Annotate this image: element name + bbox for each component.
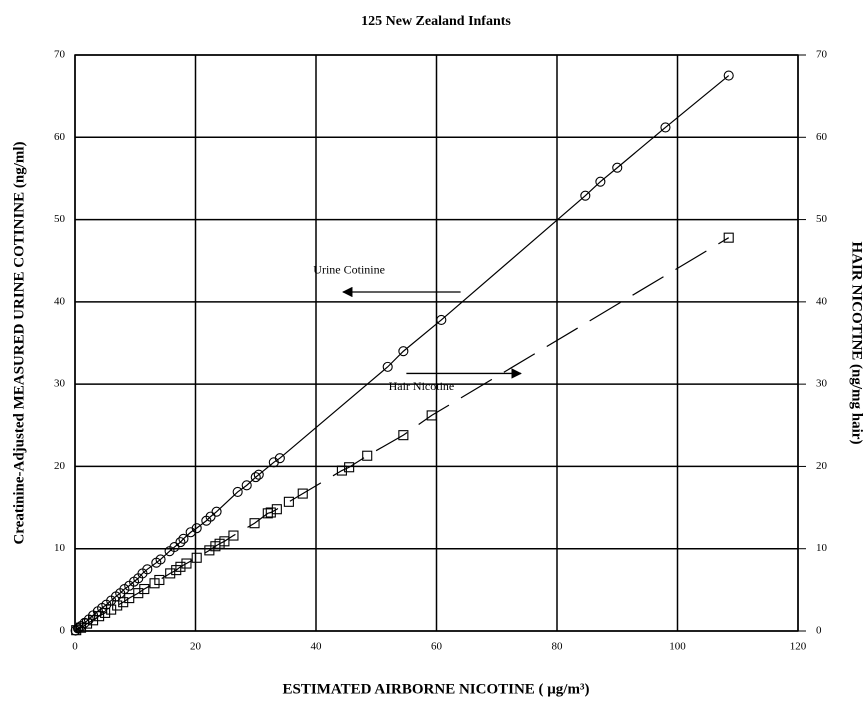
square-marker <box>219 536 230 547</box>
y2-tick-label: 30 <box>816 378 828 390</box>
square-marker <box>265 507 276 518</box>
plot-frame <box>74 54 799 632</box>
y-axis-label: Creatinine-Adjusted MEASURED URINE COTIN… <box>11 141 27 544</box>
square-marker <box>154 574 165 586</box>
circle-marker <box>253 469 264 480</box>
x-tick-label: 80 <box>552 641 564 653</box>
y-tick-label: 10 <box>54 542 66 554</box>
y2-tick-label: 40 <box>816 295 828 307</box>
series-line <box>75 237 730 631</box>
series-line <box>75 75 730 632</box>
y2-tick-label: 20 <box>816 460 828 472</box>
y2-tick-label: 60 <box>816 131 828 143</box>
circle-marker <box>191 523 202 534</box>
square-marker <box>100 607 111 618</box>
y-tick-label: 60 <box>54 131 66 143</box>
y-tick-label: 30 <box>54 378 66 390</box>
square-marker <box>249 518 260 529</box>
y-tick-label: 40 <box>54 295 66 307</box>
circle-marker <box>232 486 243 497</box>
circle-marker <box>382 361 393 372</box>
square-marker <box>297 488 308 499</box>
square-marker <box>362 450 373 461</box>
square-marker <box>82 618 93 629</box>
square-marker <box>139 583 150 595</box>
circle-marker <box>723 70 734 81</box>
y2-axis-label: HAIR NICOTINE (ng/mg hair) <box>849 242 865 445</box>
x-tick-label: 100 <box>669 641 686 653</box>
circle-marker <box>211 506 222 517</box>
square-marker <box>191 552 202 563</box>
square-marker <box>112 600 123 611</box>
x-tick-label: 0 <box>72 641 78 653</box>
circle-marker <box>205 511 216 522</box>
annotation: Hair Nicotine <box>389 379 455 393</box>
square-marker <box>336 465 347 476</box>
square-marker <box>398 430 409 441</box>
circle-marker <box>155 554 166 565</box>
square-marker <box>181 558 192 569</box>
circle-marker <box>398 346 409 357</box>
x-axis-label: ESTIMATED AIRBORNE NICOTINE ( μg/m³) <box>283 681 590 697</box>
y2-tick-label: 50 <box>816 213 828 225</box>
y2-tick-label: 70 <box>816 49 828 61</box>
chart-title: 125 New Zealand Infants <box>361 14 511 29</box>
x-tick-label: 40 <box>311 641 323 653</box>
circle-marker <box>178 533 189 544</box>
square-marker <box>175 561 186 572</box>
y-tick-label: 20 <box>54 460 66 472</box>
circle-marker <box>175 537 186 548</box>
x-tick-label: 120 <box>790 641 807 653</box>
circle-marker <box>250 472 261 483</box>
square-marker <box>165 568 176 579</box>
circle-marker <box>142 564 153 575</box>
circle-marker <box>612 162 623 173</box>
square-marker <box>723 232 734 243</box>
square-marker <box>426 410 437 421</box>
circle-marker <box>595 176 606 187</box>
square-marker <box>228 530 239 541</box>
y-tick-label: 0 <box>60 625 66 637</box>
circle-marker <box>660 122 671 133</box>
y2-tick-label: 0 <box>816 625 822 637</box>
circle-marker <box>436 314 447 326</box>
y-tick-label: 50 <box>54 213 66 225</box>
circle-marker <box>580 190 591 201</box>
circle-marker <box>274 453 285 464</box>
square-marker <box>94 611 105 622</box>
square-marker <box>344 462 355 473</box>
y-tick-label: 70 <box>54 49 66 61</box>
annotation: Urine Cotinine <box>313 262 385 276</box>
x-tick-label: 20 <box>190 641 202 653</box>
x-tick-label: 60 <box>431 641 443 653</box>
square-marker <box>271 504 282 515</box>
y2-tick-label: 10 <box>816 542 828 554</box>
square-marker <box>283 496 294 507</box>
circle-marker <box>241 480 252 491</box>
circle-marker <box>169 542 180 553</box>
